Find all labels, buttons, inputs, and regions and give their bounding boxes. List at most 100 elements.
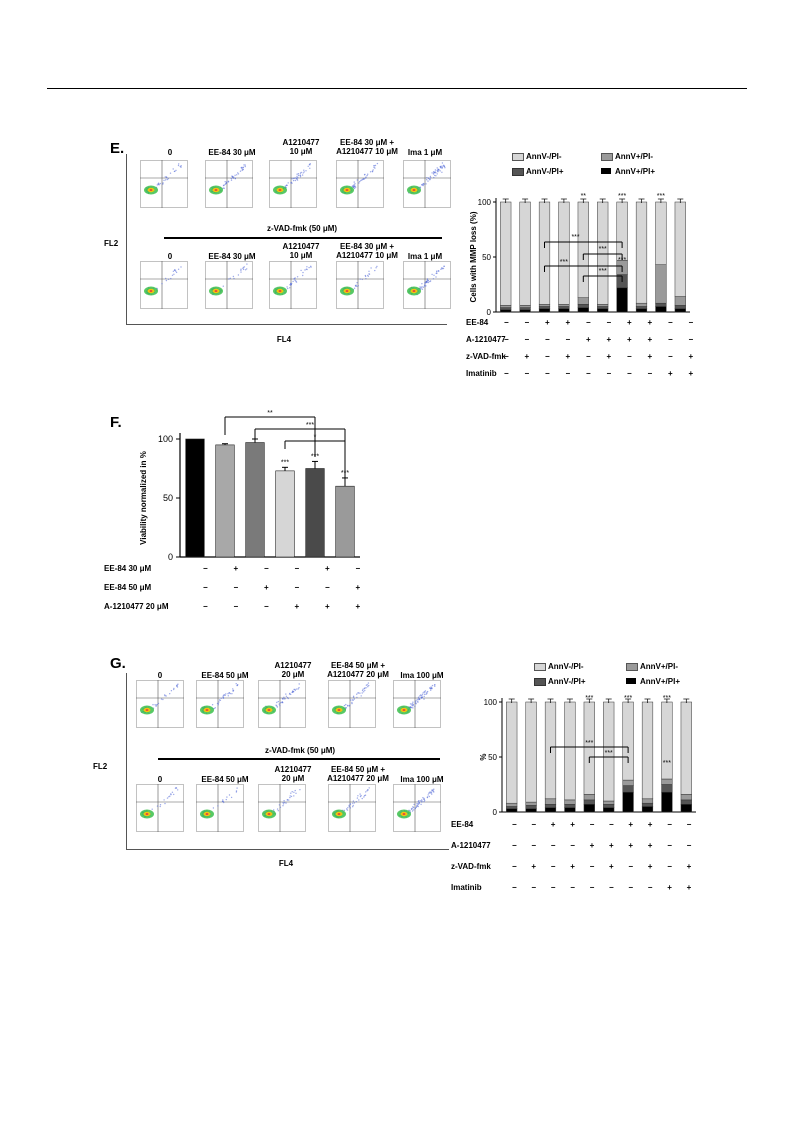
legend-swatch-annv-pos-pi-neg — [626, 663, 638, 671]
bar-segment — [603, 800, 615, 805]
condition-sign: + — [627, 335, 632, 344]
condition-sign: − — [589, 862, 595, 871]
bar-segment — [525, 801, 537, 806]
condition-row-label: EE-84 30 μM — [104, 564, 152, 573]
panel-e-fl2-label: FL2 — [104, 239, 119, 248]
panel-e-top-label-0: 0 — [167, 148, 173, 157]
condition-sign: − — [667, 820, 672, 829]
panel-g-bottom-label-4: Ima 100 μM — [400, 775, 444, 784]
condition-sign: − — [609, 820, 614, 829]
bar-segment — [674, 305, 686, 309]
panel-g-fl2-label: FL2 — [93, 762, 108, 771]
condition-sign: − — [550, 841, 556, 850]
condition-sign: + — [628, 820, 634, 829]
bar-segment — [525, 701, 537, 803]
bar-segment — [655, 302, 667, 307]
bar — [335, 485, 355, 558]
bar-segment — [616, 201, 628, 261]
condition-sign: − — [586, 352, 591, 361]
page-header-rule — [47, 88, 747, 89]
flow-dot-plot — [258, 784, 306, 832]
significance-marker: *** — [306, 422, 314, 429]
significance-marker: *** — [571, 234, 579, 241]
significance-marker: *** — [311, 453, 319, 460]
condition-sign: − — [589, 820, 595, 829]
condition-row-label: A-1210477 — [466, 335, 506, 344]
bar-segment — [635, 201, 648, 304]
bar — [185, 438, 205, 558]
condition-row-label: EE-84 — [451, 820, 474, 829]
condition-sign: − — [686, 820, 692, 829]
condition-sign: − — [294, 583, 300, 592]
condition-sign: − — [524, 318, 530, 327]
panel-g-bottom-label-0: 0 — [157, 775, 163, 784]
bar-segment — [597, 306, 609, 309]
condition-sign: − — [524, 369, 530, 378]
bar-segment — [583, 701, 595, 795]
bar-segment — [680, 799, 692, 805]
condition-sign: − — [628, 862, 634, 871]
significance-marker: ** — [267, 410, 273, 417]
panel-g-top-label-2: A1210477 20 μM — [274, 661, 312, 679]
bar-segment — [577, 297, 589, 305]
condition-sign: + — [688, 369, 694, 378]
bar-segment — [635, 306, 648, 309]
condition-sign: − — [627, 352, 632, 361]
bar-segment — [538, 306, 551, 309]
bar-segment — [597, 308, 609, 313]
condition-sign: − — [667, 841, 672, 850]
bar-segment — [622, 779, 634, 786]
bar-segment — [641, 798, 654, 804]
bar — [275, 470, 295, 558]
significance-marker: *** — [618, 257, 626, 264]
significance-marker: *** — [605, 750, 613, 757]
condition-sign: − — [647, 369, 653, 378]
condition-sign: + — [570, 820, 575, 829]
bar-segment — [603, 807, 615, 813]
bar-segment — [506, 806, 518, 809]
bar-segment — [641, 802, 654, 807]
condition-sign: − — [606, 318, 612, 327]
flow-dot-plot — [269, 261, 317, 309]
bar-segment — [655, 264, 667, 304]
significance-marker: *** — [663, 695, 671, 702]
panel-e-flow-frame — [126, 154, 447, 325]
panel-e-bottom-label-3: EE-84 30 μM + A1210477 10 μM — [336, 242, 398, 260]
bar-segment — [661, 784, 673, 793]
condition-sign: + — [609, 841, 614, 850]
significance-marker: * — [314, 434, 317, 441]
condition-row-label: A-1210477 20 μM — [104, 602, 169, 611]
bar-segment — [583, 804, 595, 813]
condition-sign: − — [531, 820, 537, 829]
condition-sign: − — [203, 564, 208, 573]
bar-segment — [564, 701, 576, 801]
bar — [245, 442, 265, 558]
panel-e-bottom-label-4: Ima 1 μM — [407, 252, 443, 261]
condition-sign: − — [586, 318, 591, 327]
bar-segment — [655, 201, 667, 265]
panel-e-top-label-1: EE-84 30 μM — [208, 148, 256, 157]
legend-annv-pos-pi-neg: AnnV+/PI- — [640, 662, 679, 671]
condition-row-label: z-VAD-fmk — [451, 862, 491, 871]
significance-marker: *** — [657, 193, 665, 200]
bar-segment — [519, 307, 531, 311]
condition-sign: − — [570, 883, 575, 892]
bar-segment — [500, 201, 512, 306]
condition-sign: + — [524, 352, 530, 361]
significance-marker: ** — [581, 193, 587, 200]
condition-sign: + — [688, 352, 694, 361]
condition-sign: − — [203, 602, 208, 611]
legend-swatch-annv-neg-pi-pos — [512, 168, 524, 176]
bar-segment — [597, 201, 609, 305]
bar-segment — [564, 799, 576, 805]
bar-segment — [506, 802, 518, 807]
legend-annv-pos-pi-neg: AnnV+/PI- — [615, 152, 654, 161]
legend-swatch-annv-pos-pi-neg — [601, 153, 613, 161]
condition-sign: − — [531, 883, 537, 892]
flow-dot-plot — [328, 680, 376, 728]
bar-segment — [500, 305, 512, 308]
condition-row-label: Imatinib — [451, 883, 482, 892]
condition-sign: − — [688, 335, 694, 344]
flow-dot-plot — [205, 160, 253, 208]
condition-sign: − — [565, 369, 571, 378]
